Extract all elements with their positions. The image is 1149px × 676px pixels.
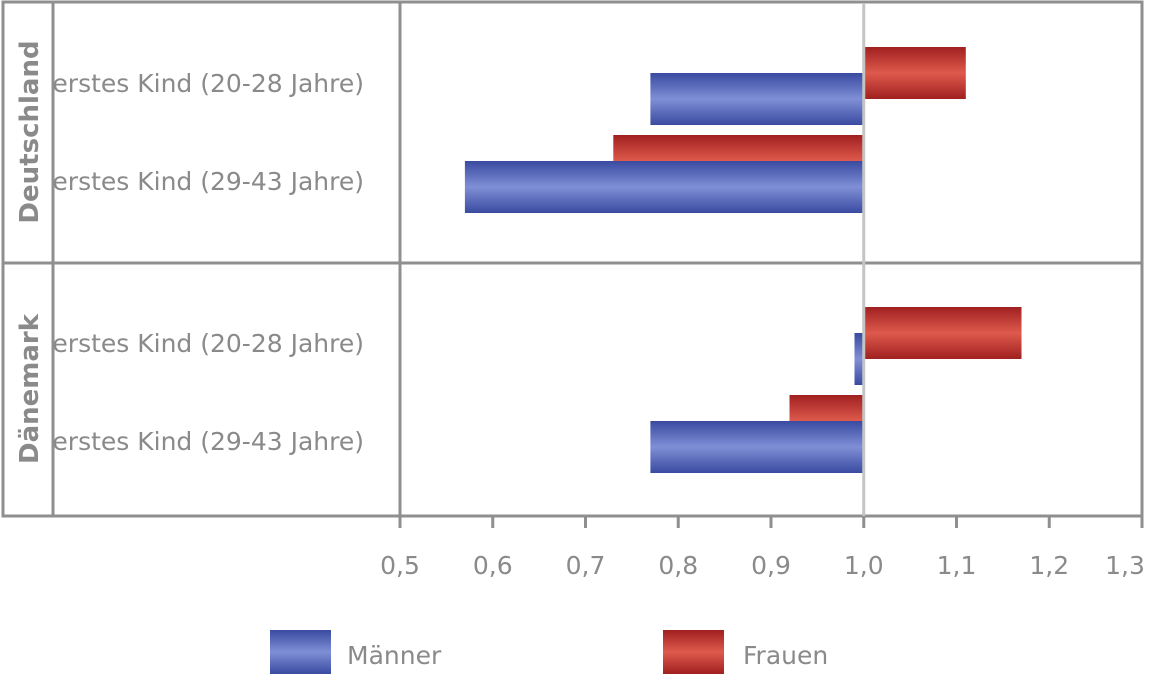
category-label: erstes Kind (20-28 Jahre) (52, 69, 364, 98)
bar-maenner-0 (650, 73, 864, 125)
group-label-deutschland: Deutschland (15, 40, 45, 223)
legend-label-maenner: Männer (347, 641, 442, 670)
x-tick-label: 1,3 (1105, 551, 1145, 580)
x-tick-label: 0,8 (658, 551, 698, 580)
x-tick-label: 0,5 (380, 551, 420, 580)
x-tick-label: 0,9 (751, 551, 791, 580)
legend-swatch-frauen (663, 630, 724, 674)
x-tick-label: 1,0 (844, 551, 884, 580)
category-label: erstes Kind (29-43 Jahre) (52, 167, 364, 196)
legend-label-frauen: Frauen (743, 641, 828, 670)
x-tick-label: 1,1 (937, 551, 977, 580)
bar-frauen-0 (863, 47, 966, 99)
x-tick-label: 1,2 (1029, 551, 1069, 580)
group-label-daenemark: Dänemark (15, 313, 45, 464)
category-label: erstes Kind (29-43 Jahre) (52, 427, 364, 456)
legend-swatch-maenner (270, 630, 331, 674)
bar-maenner-2 (854, 333, 864, 385)
chart-frame (1, 0, 1144, 518)
category-label: erstes Kind (20-28 Jahre) (52, 329, 364, 358)
bar-frauen-2 (863, 307, 1022, 359)
bar-maenner-3 (650, 421, 864, 473)
bar-maenner-1 (464, 161, 864, 213)
x-tick-label: 0,7 (566, 551, 606, 580)
x-tick-label: 0,6 (473, 551, 513, 580)
